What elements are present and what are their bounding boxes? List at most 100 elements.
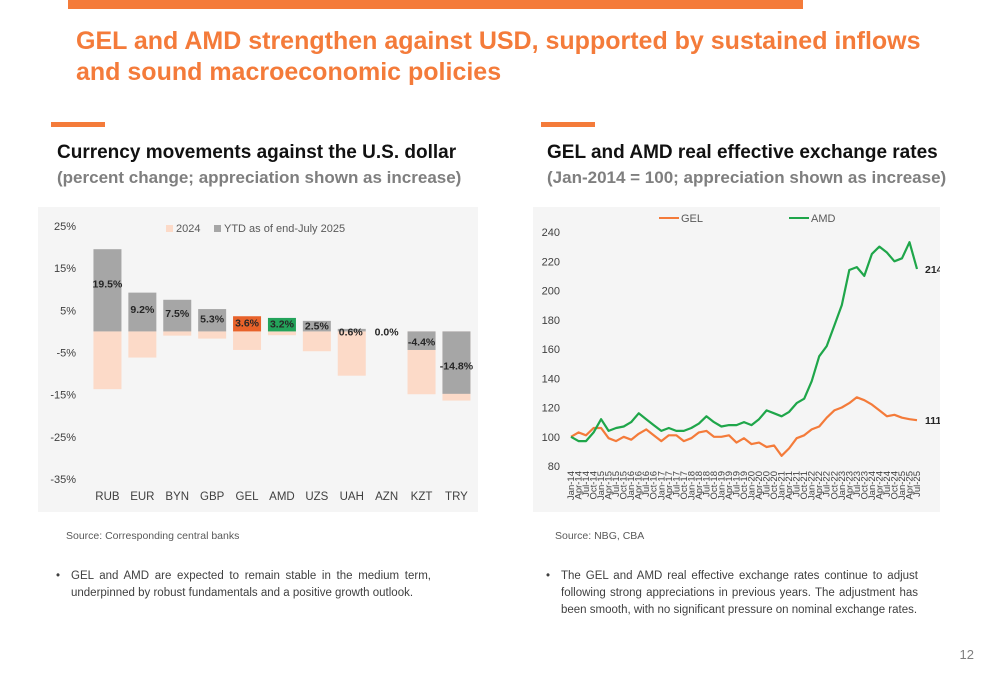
data-label-kzt: -4.4% <box>408 337 436 349</box>
legend-swatch-ytd <box>214 225 221 232</box>
x-tick-label: Apr-15 <box>604 471 615 500</box>
right-source: Source: NBG, CBA <box>555 530 645 542</box>
bullet-dot: • <box>546 570 551 582</box>
bar-ytd-amd <box>267 317 296 332</box>
line-amd <box>570 241 919 443</box>
x-tick-label: Jan-14 <box>566 471 577 500</box>
x-tick-label: Apr-24 <box>874 471 885 500</box>
x-tick-label: Apr-21 <box>784 471 795 500</box>
right-chart-title: GEL and AMD real effective exchange rate… <box>547 142 938 163</box>
x-tick-label-amd: AMD <box>269 491 295 503</box>
x-tick-label: Jul-25 <box>912 471 923 497</box>
y-tick-label: -25% <box>50 432 76 444</box>
x-tick-label: Jul-16 <box>641 471 652 497</box>
x-tick-label: Jan-22 <box>807 471 818 500</box>
x-tick-label: Jul-14 <box>581 471 592 497</box>
bar-2024-byn <box>163 331 192 336</box>
left-bullet-text: GEL and AMD are expected to remain stabl… <box>71 570 431 599</box>
x-tick-label: Jul-24 <box>882 471 893 497</box>
x-tick-label: Apr-18 <box>694 471 705 500</box>
right-bullet: • The GEL and AMD real effective exchange… <box>546 568 918 619</box>
x-tick-label: Apr-23 <box>844 471 855 500</box>
x-tick-label-eur: EUR <box>130 491 154 503</box>
bar-ytd-rub <box>93 249 122 332</box>
x-tick-label-uah: UAH <box>340 491 364 503</box>
left-source: Source: Corresponding central banks <box>66 530 240 542</box>
data-label-gel: 3.6% <box>235 318 260 330</box>
legend-label-2024: 2024 <box>176 223 200 235</box>
y-tick-label: 240 <box>542 227 560 239</box>
data-label-byn: 7.5% <box>165 308 190 320</box>
data-label-rub: 19.5% <box>93 279 123 291</box>
data-label-uzs: 2.5% <box>305 320 330 332</box>
x-tick-label: Oct-20 <box>769 471 780 500</box>
x-tick-label-byn: BYN <box>165 491 189 503</box>
data-label-eur: 9.2% <box>130 304 155 316</box>
x-tick-label-kzt: KZT <box>411 491 433 503</box>
data-label-uah: 0.6% <box>339 326 364 338</box>
x-tick-label: Jan-21 <box>777 471 788 500</box>
page-title: GEL and AMD strengthen against USD, supp… <box>76 27 921 86</box>
y-tick-label: 100 <box>542 432 560 444</box>
bar-ytd-gbp <box>198 309 227 332</box>
bar-ytd-try <box>442 331 471 394</box>
y-tick-label: 15% <box>54 263 76 275</box>
x-tick-label: Jan-23 <box>837 471 848 500</box>
right-chart-subtitle: (Jan-2014 = 100; appreciation shown as i… <box>547 168 947 187</box>
y-tick-label: 220 <box>542 256 560 268</box>
y-tick-label: 200 <box>542 286 560 298</box>
x-tick-label: Apr-16 <box>634 471 645 500</box>
bar-2024-uzs <box>302 331 331 352</box>
reer-line-chart: 80 100 120 140 160 180 200 220 240 GEL AMD 111.3 214… <box>542 213 940 500</box>
bar-2024-rub <box>93 331 122 390</box>
x-tick-label: Jul-20 <box>762 471 773 497</box>
bar-2024-uah <box>337 331 366 376</box>
x-tick-label: Oct-22 <box>829 471 840 500</box>
x-tick-label: Apr-14 <box>574 471 585 500</box>
x-tick-label: Oct-15 <box>619 471 630 500</box>
bar-2024-amd <box>267 331 296 336</box>
x-tick-label: Oct-24 <box>889 471 900 500</box>
x-tick-label: Jul-22 <box>822 471 833 497</box>
x-tick-label: Apr-20 <box>754 471 765 500</box>
x-tick-label: Jan-25 <box>897 471 908 500</box>
x-tick-label: Jul-17 <box>671 471 682 497</box>
bar-2024-eur <box>128 331 157 358</box>
x-tick-label: Jan-17 <box>656 471 667 500</box>
left-accent-line <box>51 122 105 127</box>
end-label-gel: 111.3 <box>925 415 940 427</box>
right-accent-line <box>541 122 595 127</box>
x-tick-label: Apr-17 <box>664 471 675 500</box>
bar-ytd-uzs <box>302 320 331 332</box>
y-tick-label: -5% <box>56 348 76 360</box>
y-tick-label: 180 <box>542 315 560 327</box>
x-tick-label: Oct-23 <box>859 471 870 500</box>
x-tick-label-gel: GEL <box>236 491 260 503</box>
legend-swatch-2024 <box>166 225 173 232</box>
bar-ytd-eur <box>128 292 157 332</box>
x-tick-label: Jan-16 <box>626 471 637 500</box>
bullet-dot: • <box>56 570 61 582</box>
right-chart-background <box>533 207 940 512</box>
x-tick-label: Oct-14 <box>589 471 600 500</box>
left-bullet: • GEL and AMD are expected to remain stab… <box>56 568 431 602</box>
left-chart-subtitle: (percent change; appreciation shown as i… <box>57 168 462 187</box>
end-label-amd: 214.7 <box>925 264 940 276</box>
data-label-azn: 0.0% <box>375 326 400 338</box>
bar-2024-gbp <box>198 331 227 339</box>
data-label-amd: 3.2% <box>270 319 295 331</box>
right-bullet-text: The GEL and AMD real effective exchange … <box>561 570 918 616</box>
x-tick-label: Oct-16 <box>649 471 660 500</box>
x-tick-label-azn: AZN <box>375 491 398 503</box>
y-tick-label: 80 <box>548 461 560 473</box>
bar-ytd-gel <box>233 316 262 332</box>
x-tick-label-try: TRY <box>445 491 468 503</box>
bar-ytd-byn <box>163 299 192 332</box>
x-tick-label: Apr-22 <box>814 471 825 500</box>
x-tick-label: Jan-24 <box>867 471 878 500</box>
page-number: 12 <box>959 647 974 662</box>
currency-bar-chart: -35% -25% -15% -5% 5% 15% 25% 2024 YTD as of end… <box>50 221 473 503</box>
y-tick-label: 120 <box>542 403 560 415</box>
x-tick-label: Oct-21 <box>799 471 810 500</box>
y-tick-label: 5% <box>60 305 76 317</box>
